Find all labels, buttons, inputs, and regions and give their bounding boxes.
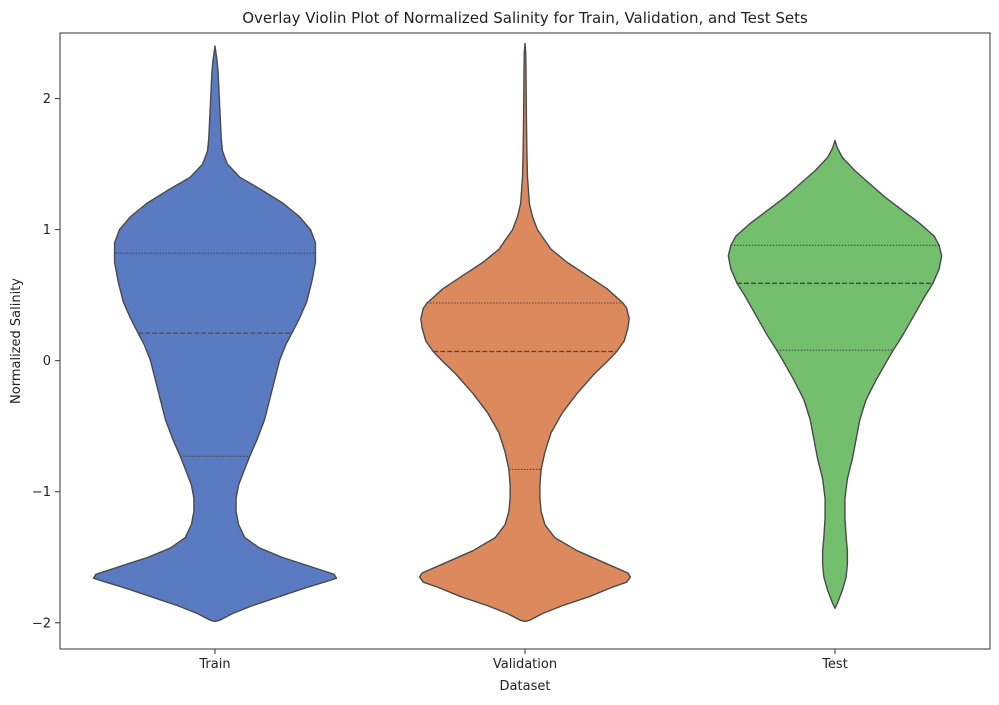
violin-group bbox=[92, 42, 943, 623]
y-tick-label: −1 bbox=[32, 485, 51, 500]
y-axis: −2 −1 0 1 2 bbox=[32, 92, 60, 631]
y-tick-label: 0 bbox=[43, 354, 51, 369]
violin-train bbox=[92, 45, 338, 623]
y-tick-label: 1 bbox=[43, 223, 51, 238]
y-tick-label: 2 bbox=[43, 92, 51, 107]
x-tick-label: Validation bbox=[493, 657, 557, 672]
x-tick-label: Test bbox=[821, 657, 848, 672]
violin-test bbox=[727, 139, 943, 610]
x-axis-label: Dataset bbox=[500, 679, 551, 694]
y-tick-label: −2 bbox=[32, 616, 51, 631]
chart-title: Overlay Violin Plot of Normalized Salini… bbox=[242, 9, 808, 27]
y-axis-label: Normalized Salinity bbox=[9, 278, 24, 404]
violin-validation bbox=[418, 42, 632, 623]
x-axis: Train Validation Test bbox=[198, 649, 848, 672]
x-tick-label: Train bbox=[198, 657, 230, 672]
